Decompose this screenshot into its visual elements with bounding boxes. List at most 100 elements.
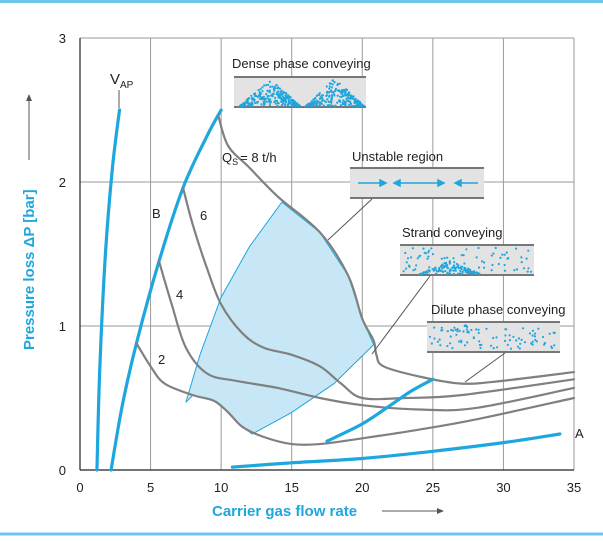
- particle: [355, 100, 357, 102]
- particle: [505, 328, 507, 330]
- particle: [277, 87, 279, 89]
- particle: [459, 270, 461, 272]
- x-tick-label: 30: [496, 480, 510, 495]
- particle: [453, 261, 455, 263]
- particle: [504, 264, 506, 266]
- particle: [520, 256, 522, 258]
- particle: [274, 97, 276, 99]
- particle: [526, 258, 528, 260]
- particle: [274, 86, 276, 88]
- particle: [419, 255, 421, 257]
- particle: [452, 257, 454, 259]
- particle: [424, 252, 426, 254]
- particle: [478, 332, 480, 334]
- particle: [504, 270, 506, 272]
- particle: [495, 247, 497, 249]
- particle: [325, 101, 327, 103]
- particle: [269, 86, 271, 88]
- curve-label: B: [152, 206, 161, 221]
- particle: [465, 248, 467, 250]
- particle: [449, 342, 451, 344]
- particle: [332, 83, 334, 85]
- particle: [334, 105, 336, 107]
- particle: [260, 98, 262, 100]
- particle: [504, 254, 506, 256]
- particle: [455, 266, 457, 268]
- particle: [450, 269, 452, 271]
- particle: [422, 248, 424, 250]
- particle: [331, 86, 333, 88]
- particle: [464, 344, 466, 346]
- particle: [470, 329, 472, 331]
- dilute-label: Dilute phase conveying: [431, 302, 565, 317]
- particle: [473, 337, 475, 339]
- particle: [246, 98, 248, 100]
- particle: [481, 260, 483, 262]
- y-axis-label: Pressure loss ΔP [bar]: [21, 189, 38, 350]
- particle: [269, 81, 271, 83]
- particle: [444, 270, 446, 272]
- particle: [276, 93, 278, 95]
- particle: [247, 102, 249, 104]
- particle: [499, 257, 501, 259]
- particle: [455, 329, 457, 331]
- particle: [455, 334, 457, 336]
- qs-sub: S: [232, 157, 238, 167]
- particle: [426, 258, 428, 260]
- particle: [278, 96, 280, 98]
- particle: [328, 88, 330, 90]
- particle: [491, 264, 493, 266]
- particle: [534, 333, 536, 335]
- particle: [527, 267, 529, 269]
- particle: [348, 104, 350, 106]
- particle: [281, 92, 283, 94]
- particle: [466, 341, 468, 343]
- particle: [491, 269, 493, 271]
- particle: [440, 265, 442, 267]
- particle: [440, 329, 442, 331]
- particle: [447, 267, 449, 269]
- qs-main: Q: [222, 150, 232, 165]
- particle: [430, 247, 432, 249]
- particle: [257, 89, 259, 91]
- particle: [504, 334, 506, 336]
- particle: [427, 256, 429, 258]
- y-tick-label: 3: [59, 31, 66, 46]
- particle: [457, 328, 459, 330]
- y-tick-label: 1: [59, 319, 66, 334]
- curve-label: A: [575, 426, 584, 441]
- particle: [543, 344, 545, 346]
- particle: [299, 105, 301, 107]
- curve-label: 6: [200, 208, 207, 223]
- particle: [496, 346, 498, 348]
- particle: [293, 105, 295, 107]
- particle: [491, 254, 493, 256]
- particle: [360, 104, 362, 106]
- particle: [269, 104, 271, 106]
- particle: [447, 330, 449, 332]
- particle: [475, 328, 477, 330]
- particle: [504, 340, 506, 342]
- particle: [257, 101, 259, 103]
- strand-label: Strand conveying: [402, 225, 502, 240]
- particle: [334, 81, 336, 83]
- particle: [291, 100, 293, 102]
- particle: [524, 341, 526, 343]
- curve-label: 4: [176, 287, 183, 302]
- particle: [515, 248, 517, 250]
- particle: [327, 104, 329, 106]
- particle: [415, 264, 417, 266]
- particle: [432, 253, 434, 255]
- particle: [542, 336, 544, 338]
- particle: [326, 98, 328, 100]
- particle: [527, 271, 529, 273]
- particle: [406, 261, 408, 263]
- particle: [322, 94, 324, 96]
- particle: [261, 90, 263, 92]
- particle: [404, 252, 406, 254]
- particle: [466, 328, 468, 330]
- particle: [429, 336, 431, 338]
- particle: [453, 327, 455, 329]
- particle: [284, 103, 286, 105]
- vap-sub: AP: [120, 80, 134, 91]
